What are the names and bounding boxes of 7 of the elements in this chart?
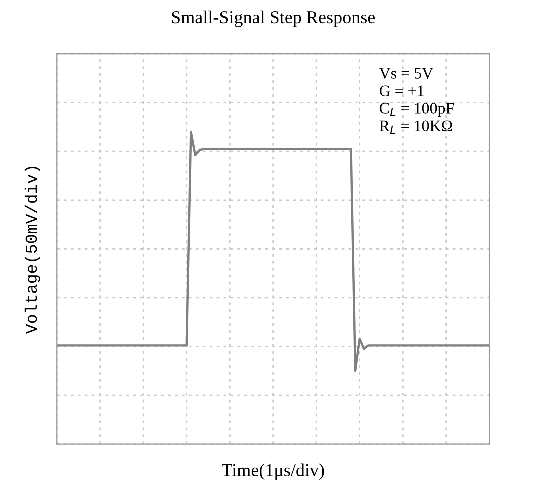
text: G = +1 [380,86,424,96]
text: C$_{L}$ = 100pF [380,103,454,118]
y-axis-title: Voltage(50mV/div) [24,166,40,334]
x-axis-title: Time(1μs/div) [222,464,324,480]
text: Vs = 5V [379,68,434,79]
chart-title: Small-Signal Step Response [172,10,376,28]
annotation: R$_{L}$ = 10KΩ [380,120,452,134]
